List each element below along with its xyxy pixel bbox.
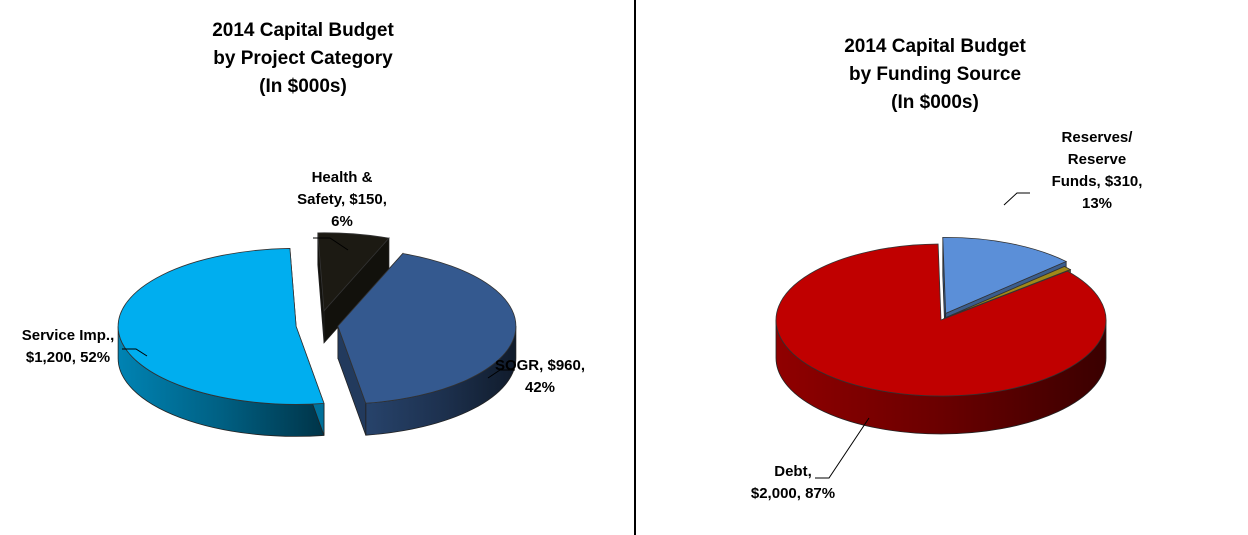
data-label-leader-line (313, 237, 349, 251)
data-label: SOGR, $960, (495, 357, 585, 374)
pie-slice-reserves-reserve-funds (942, 236, 1068, 314)
funding-source-pie-chart: 2014 Capital Budget by Funding Source (In … (751, 36, 1143, 502)
data-label: 42% (525, 379, 555, 396)
pie-slice-service-imp- (117, 248, 325, 405)
data-label: 13% (1082, 195, 1112, 212)
chart-title-line-3: (In $000s) (259, 76, 347, 97)
chart-title-line-1: 2014 Capital Budget (212, 20, 394, 41)
data-label: $2,000, 87% (751, 485, 835, 502)
chart-title-line-1: 2014 Capital Budget (844, 36, 1026, 57)
project-category-chart-panel: 2014 Capital Budget by Project Category (I… (21, 20, 586, 437)
project-category-pie-chart: 2014 Capital Budget by Project Category (I… (22, 20, 585, 437)
data-label: Reserves/ (1062, 129, 1134, 146)
data-label: $1,200, 52% (26, 349, 110, 366)
data-label: 6% (331, 213, 353, 230)
pie-slice-other (943, 266, 1072, 319)
data-label: Debt, (774, 463, 812, 480)
funding-source-chart-panel: 2014 Capital Budget by Funding Source (In … (636, 0, 1248, 535)
data-label-leader-line (122, 348, 148, 357)
data-label-leader-line (815, 417, 870, 479)
data-label-leader-line (487, 369, 515, 379)
data-label: Service Imp., (22, 327, 115, 344)
chart-title-line-2: by Funding Source (849, 64, 1021, 85)
data-label: Health & (312, 169, 373, 186)
panel-divider (634, 0, 636, 535)
pie-slice-sogr (337, 253, 517, 404)
pie-slice-debt (775, 243, 1107, 397)
data-label-leader-line (1003, 192, 1030, 206)
chart-title-line-3: (In $000s) (891, 92, 979, 113)
data-label: Safety, $150, (297, 191, 387, 208)
pie-slice-health-safety (317, 232, 390, 312)
chart-title-line-2: by Project Category (213, 48, 393, 69)
data-label: Funds, $310, (1052, 173, 1143, 190)
data-label: Reserve (1068, 151, 1126, 168)
